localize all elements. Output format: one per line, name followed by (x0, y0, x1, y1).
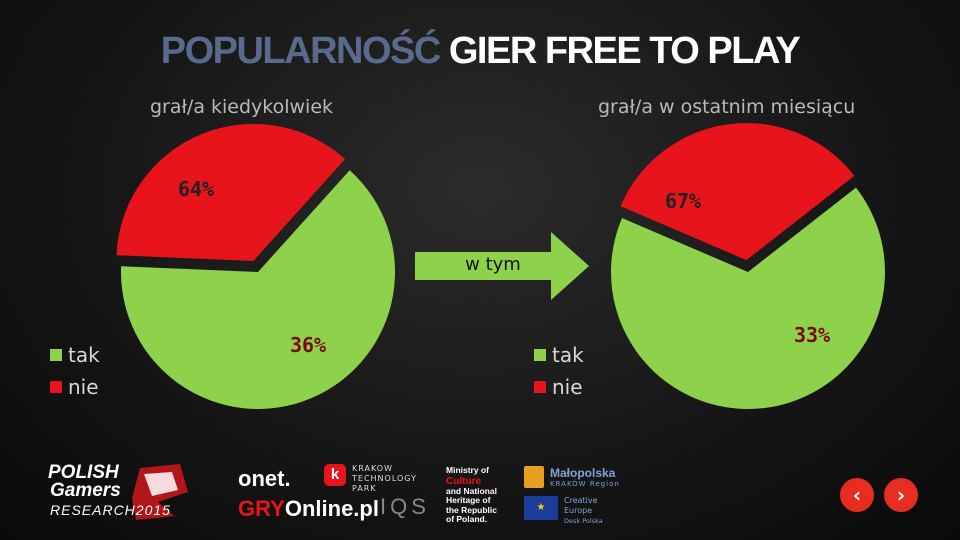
malopolska-crest-icon (524, 466, 544, 488)
legend-item-tak: tak (50, 339, 100, 371)
pie-label-tak: 67% (665, 189, 701, 213)
iqs-logo: IQS (380, 494, 430, 519)
gryonline-logo: GRYOnline.pl (238, 496, 379, 521)
ministry-logo: Ministry of Culture and National Heritag… (446, 465, 498, 524)
legend-swatch-tak (50, 349, 62, 361)
onet-logo: onet. (238, 466, 291, 491)
legend-item-nie: nie (534, 371, 584, 403)
pgr-logo: POLISH Gamers RESEARCH2015 (40, 462, 190, 522)
arrow-label: w tym (465, 254, 521, 275)
chart-right-title: grał/a w ostatnim miesiącu (598, 96, 856, 118)
pie-label-nie: 33% (794, 323, 830, 347)
pie-slice-tak (121, 170, 395, 409)
arrow-connector: w tym (413, 230, 593, 302)
legend-swatch-tak (534, 349, 546, 361)
pgr-badge-icon (132, 464, 188, 520)
title-main: GIER FREE TO PLAY (448, 30, 801, 72)
footer-logos: POLISH Gamers RESEARCH2015 onet. GRYOnli… (0, 458, 960, 540)
ktp-icon: k (324, 464, 346, 486)
legend-label-tak: tak (552, 343, 584, 367)
ktp-logo: k KRAKOW TECHNOLOGY PARK (324, 464, 434, 504)
chart-left-title: grał/a kiedykolwiek (150, 96, 334, 118)
pie-slice-nie (116, 123, 346, 261)
legend-label-tak: tak (68, 343, 100, 367)
creative-europe-logo: ★ Creative Europe Desk Polska (524, 496, 634, 530)
title-accent: POPULARNOŚĆ (160, 30, 442, 72)
legend-label-nie: nie (68, 375, 99, 399)
page-title: POPULARNOŚĆ GIER FREE TO PLAY (0, 30, 960, 73)
legend-item-tak: tak (534, 339, 584, 371)
malopolska-logo: Małopolska KRAKÓW Region (524, 466, 634, 494)
eu-flag-icon: ★ (524, 496, 558, 520)
pie-label-tak: 64% (178, 177, 214, 201)
legend-swatch-nie (50, 381, 62, 393)
chevron-left-icon: ‹ (852, 483, 862, 507)
next-slide-button[interactable]: › (884, 478, 918, 512)
chevron-right-icon: › (896, 483, 906, 507)
prev-slide-button[interactable]: ‹ (840, 478, 874, 512)
legend-left: tak nie (50, 339, 100, 403)
pie-label-nie: 36% (290, 333, 326, 357)
legend-label-nie: nie (552, 375, 583, 399)
legend-item-nie: nie (50, 371, 100, 403)
legend-swatch-nie (534, 381, 546, 393)
pie-slice-nie (620, 123, 855, 261)
legend-right: tak nie (534, 339, 584, 403)
pie-slice-tak (611, 187, 885, 409)
arrow-right-icon (415, 232, 589, 300)
